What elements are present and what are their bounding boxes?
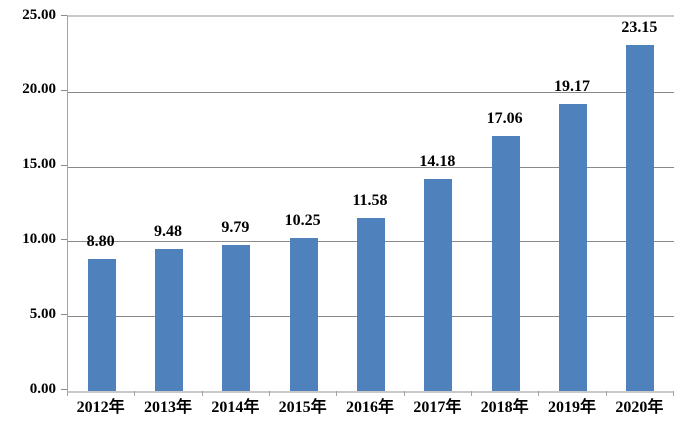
bar xyxy=(559,104,587,391)
bar xyxy=(626,44,655,391)
x-axis-tick xyxy=(471,391,472,396)
bar xyxy=(424,178,453,391)
y-axis-tick xyxy=(61,239,67,241)
x-axis-category-label: 2015年 xyxy=(278,399,327,416)
y-axis-tick xyxy=(61,314,67,316)
x-axis-tick xyxy=(201,391,203,396)
x-axis-tick xyxy=(605,391,607,396)
x-axis-category-label: 2019年 xyxy=(547,399,596,416)
x-axis-category-label: 2012年 xyxy=(76,399,125,416)
bar-value-label: 9.79 xyxy=(221,218,250,236)
y-axis-tick xyxy=(61,15,67,16)
y-axis-tick-label: 20.00 xyxy=(22,81,56,98)
bar-value-label: 9.48 xyxy=(154,223,182,241)
bar-value-label: 19.17 xyxy=(554,78,590,96)
y-axis-tick-label: 10.00 xyxy=(22,230,56,247)
x-axis-tick xyxy=(67,391,68,396)
bar-value-label: 17.06 xyxy=(486,109,523,127)
bar xyxy=(491,135,520,391)
bar-value-label: 11.58 xyxy=(352,191,388,209)
bar xyxy=(222,244,251,391)
plot-area xyxy=(67,15,674,393)
x-axis-tick xyxy=(336,391,338,396)
y-axis-tick-label: 0.00 xyxy=(29,380,56,397)
x-axis-tick xyxy=(673,391,674,396)
gridline xyxy=(68,166,674,168)
gridline xyxy=(68,91,674,93)
y-axis-tick-label: 5.00 xyxy=(29,305,56,322)
bar xyxy=(87,259,116,391)
x-axis-category-label: 2016年 xyxy=(345,399,394,416)
x-axis-category-label: 2018年 xyxy=(480,399,529,416)
y-axis-tick xyxy=(61,389,67,390)
bar-value-label: 8.80 xyxy=(86,233,115,251)
bar-value-label: 14.18 xyxy=(419,152,456,170)
y-axis-tick-label: 15.00 xyxy=(22,156,56,173)
y-axis-tick-label: 25.00 xyxy=(22,6,56,23)
x-axis-tick xyxy=(538,391,540,396)
x-axis-tick xyxy=(269,391,270,396)
y-axis-tick xyxy=(61,89,67,91)
bar xyxy=(289,237,318,391)
bar xyxy=(357,217,385,391)
y-axis-tick xyxy=(61,164,67,166)
x-axis-category-label: 2020年 xyxy=(615,399,664,416)
x-axis-tick xyxy=(403,391,405,396)
bar xyxy=(155,249,183,391)
x-axis-category-label: 2013年 xyxy=(143,399,192,416)
bar-value-label: 10.25 xyxy=(284,211,321,229)
x-axis-category-label: 2014年 xyxy=(211,399,260,416)
x-axis-category-label: 2017年 xyxy=(413,399,462,416)
bar-value-label: 23.15 xyxy=(621,18,658,36)
x-axis-tick xyxy=(134,391,136,396)
